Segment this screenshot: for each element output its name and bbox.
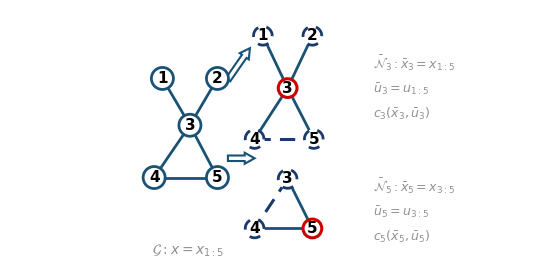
Text: 2: 2 bbox=[212, 71, 223, 86]
Text: 4: 4 bbox=[149, 170, 160, 185]
Text: $\mathcal{G} : x = x_{1:5}$: $\mathcal{G} : x = x_{1:5}$ bbox=[152, 242, 225, 259]
Polygon shape bbox=[245, 130, 264, 148]
Circle shape bbox=[303, 26, 322, 45]
Text: $\bar{\mathcal{N}}_5 : \bar{x}_5 = x_{3:5}$: $\bar{\mathcal{N}}_5 : \bar{x}_5 = x_{3:… bbox=[373, 176, 455, 196]
Circle shape bbox=[206, 167, 229, 188]
Polygon shape bbox=[228, 153, 255, 164]
Circle shape bbox=[245, 219, 264, 238]
Polygon shape bbox=[245, 219, 264, 238]
Text: 4: 4 bbox=[249, 221, 260, 236]
Text: 5: 5 bbox=[307, 221, 317, 236]
Polygon shape bbox=[305, 130, 323, 148]
Circle shape bbox=[278, 170, 297, 188]
Circle shape bbox=[151, 68, 173, 90]
Text: 3: 3 bbox=[185, 118, 195, 133]
Circle shape bbox=[254, 26, 272, 45]
Text: 1: 1 bbox=[257, 28, 268, 43]
Circle shape bbox=[179, 114, 201, 136]
Circle shape bbox=[245, 130, 264, 148]
Circle shape bbox=[305, 130, 323, 148]
Circle shape bbox=[143, 167, 165, 188]
Text: 5: 5 bbox=[309, 131, 319, 147]
Circle shape bbox=[278, 79, 297, 98]
Text: 3: 3 bbox=[282, 81, 293, 96]
Text: $c_3(\bar{x}_3, \bar{u}_3)$: $c_3(\bar{x}_3, \bar{u}_3)$ bbox=[373, 106, 430, 122]
Text: $\bar{u}_5 = u_{3:5}$: $\bar{u}_5 = u_{3:5}$ bbox=[373, 204, 429, 220]
Circle shape bbox=[303, 219, 322, 238]
Text: 4: 4 bbox=[249, 131, 260, 147]
Polygon shape bbox=[226, 48, 250, 81]
Text: $c_5(\bar{x}_5, \bar{u}_5)$: $c_5(\bar{x}_5, \bar{u}_5)$ bbox=[373, 229, 430, 245]
Polygon shape bbox=[303, 26, 322, 45]
Text: $\bar{\mathcal{N}}_3 : \bar{x}_3 = x_{1:5}$: $\bar{\mathcal{N}}_3 : \bar{x}_3 = x_{1:… bbox=[373, 53, 455, 73]
Text: 1: 1 bbox=[157, 71, 168, 86]
Text: 2: 2 bbox=[307, 28, 318, 43]
Polygon shape bbox=[278, 170, 297, 188]
Text: 5: 5 bbox=[212, 170, 223, 185]
Text: $\bar{u}_3 = u_{1:5}$: $\bar{u}_3 = u_{1:5}$ bbox=[373, 82, 429, 97]
Polygon shape bbox=[254, 26, 272, 45]
Circle shape bbox=[206, 68, 229, 90]
Text: 3: 3 bbox=[282, 172, 293, 187]
